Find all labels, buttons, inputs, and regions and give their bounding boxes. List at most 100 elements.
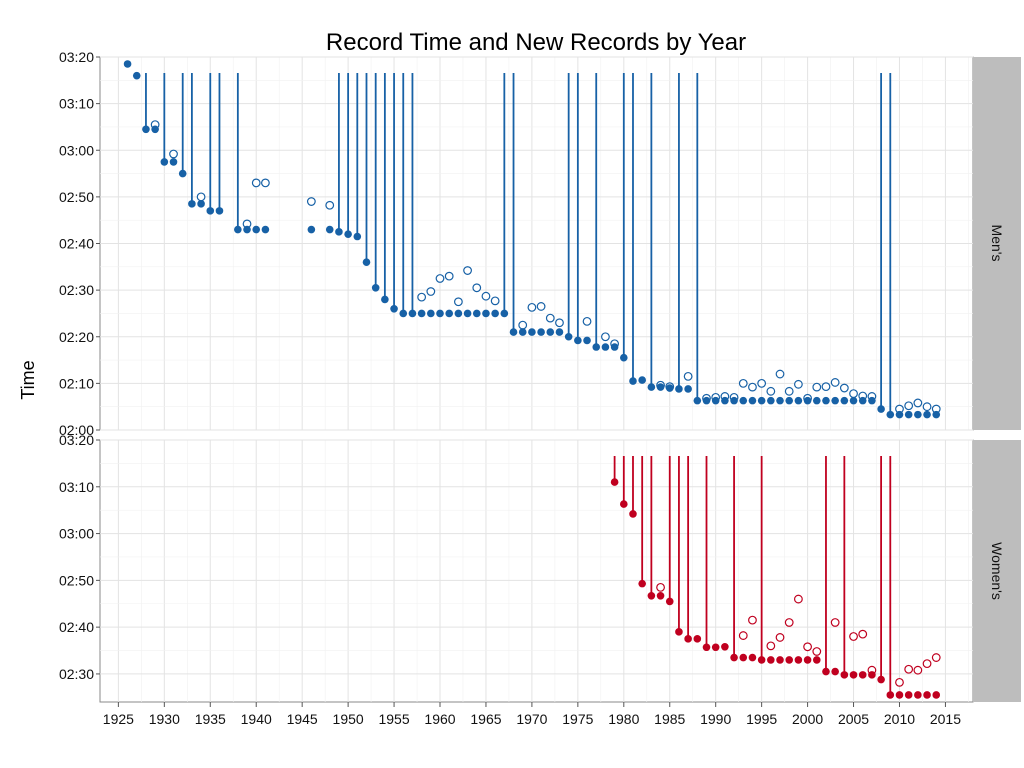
winning-time-point-mens bbox=[922, 402, 932, 412]
winning-time-point-mens bbox=[839, 383, 849, 393]
record-time-point-womens bbox=[730, 653, 738, 662]
x-tick-label: 1970 bbox=[516, 711, 547, 727]
panel-mens-y-ticks: 02:00 02:10 02:20 02:30 02:40 02:50 03:00 03:10… bbox=[59, 49, 100, 438]
winning-time-point-mens bbox=[325, 200, 335, 210]
record-time-point-mens bbox=[215, 207, 224, 215]
winning-time-point-mens bbox=[794, 379, 803, 389]
record-time-point-mens bbox=[344, 230, 352, 238]
record-time-point-mens bbox=[574, 336, 582, 345]
record-time-point-mens bbox=[638, 376, 646, 384]
record-time-point-mens bbox=[721, 396, 729, 405]
record-time-point-mens bbox=[858, 396, 867, 405]
winning-time-point-mens bbox=[527, 302, 537, 312]
x-tick-label: 2010 bbox=[884, 711, 915, 727]
panel-womens-grid bbox=[100, 439, 973, 702]
winning-time-point-womens bbox=[830, 618, 840, 627]
winning-time-point-mens bbox=[738, 378, 748, 388]
x-axis: 1925 1930 1935 1940 1945 1950 1955 1960 1965 1970… bbox=[103, 702, 961, 727]
winning-time-point-mens bbox=[481, 291, 491, 301]
winning-time-point-womens bbox=[922, 659, 932, 669]
record-time-point-womens bbox=[904, 691, 913, 699]
record-time-point-mens bbox=[803, 396, 812, 405]
record-time-point-womens bbox=[665, 597, 674, 606]
record-time-point-mens bbox=[739, 396, 748, 405]
record-time-point-mens bbox=[675, 385, 683, 393]
y-tick-label: 02:40 bbox=[59, 236, 94, 252]
winning-time-point-mens bbox=[426, 287, 436, 296]
record-time-point-mens bbox=[472, 309, 481, 318]
x-tick-label: 1980 bbox=[608, 711, 639, 727]
y-tick-label: 02:50 bbox=[59, 189, 94, 205]
winning-time-point-mens bbox=[555, 318, 564, 328]
record-time-point-womens bbox=[776, 656, 784, 664]
record-time-point-mens bbox=[142, 125, 150, 134]
winning-time-point-mens bbox=[766, 386, 776, 396]
record-time-point-mens bbox=[188, 200, 196, 208]
record-time-point-womens bbox=[794, 656, 803, 664]
y-tick-label: 02:00 bbox=[59, 422, 94, 438]
y-tick-label: 02:50 bbox=[59, 572, 94, 588]
record-time-point-mens bbox=[160, 158, 169, 166]
record-time-point-womens bbox=[656, 591, 665, 600]
record-time-point-mens bbox=[601, 343, 610, 351]
record-time-point-mens bbox=[776, 396, 784, 405]
record-time-point-mens bbox=[684, 385, 692, 393]
record-time-point-mens bbox=[454, 309, 463, 318]
record-time-point-mens bbox=[491, 309, 499, 318]
record-time-point-womens bbox=[721, 642, 729, 651]
record-time-point-mens bbox=[243, 225, 251, 234]
record-time-point-mens bbox=[335, 228, 343, 236]
x-tick-label: 1995 bbox=[746, 711, 777, 727]
winning-time-point-mens bbox=[683, 371, 693, 381]
record-time-point-womens bbox=[757, 656, 766, 664]
winning-time-point-mens bbox=[453, 297, 463, 307]
record-time-point-womens bbox=[886, 691, 895, 699]
record-time-point-mens bbox=[445, 309, 454, 318]
winning-time-point-mens bbox=[775, 369, 785, 379]
chart-title: Record Time and New Records by Year bbox=[326, 29, 746, 56]
x-tick-label: 1950 bbox=[333, 711, 364, 727]
record-time-point-mens bbox=[840, 396, 849, 405]
winning-time-point-womens bbox=[812, 647, 822, 656]
record-time-point-mens bbox=[757, 396, 766, 405]
record-time-point-womens bbox=[629, 510, 637, 518]
panel-womens: 02:30 02:40 02:50 03:00 03:10 03:20 Women's bbox=[59, 432, 1021, 703]
record-time-point-mens bbox=[711, 396, 720, 405]
record-time-point-womens bbox=[822, 667, 830, 676]
record-time-point-mens bbox=[656, 383, 665, 391]
strip-womens-label: Women's bbox=[989, 542, 1005, 600]
panel-mens: 02:00 02:10 02:20 02:30 02:40 02:50 03:00 03:10… bbox=[59, 49, 1021, 438]
record-time-point-mens bbox=[132, 71, 141, 80]
record-time-point-mens bbox=[427, 309, 435, 318]
record-time-point-mens bbox=[399, 309, 408, 318]
y-tick-label: 02:30 bbox=[59, 666, 94, 682]
strip-mens-label: Men's bbox=[989, 225, 1005, 262]
winning-time-point-mens bbox=[784, 386, 794, 396]
winning-time-point-womens bbox=[738, 631, 748, 640]
record-time-point-mens bbox=[537, 328, 545, 336]
record-time-point-mens bbox=[665, 384, 674, 392]
winning-time-point-mens bbox=[196, 192, 206, 202]
winning-time-point-mens bbox=[601, 332, 610, 342]
record-time-point-womens bbox=[849, 671, 858, 679]
record-time-point-mens bbox=[362, 258, 371, 266]
record-time-point-womens bbox=[739, 653, 748, 662]
record-time-point-womens bbox=[840, 671, 849, 679]
winning-time-point-womens bbox=[858, 629, 868, 639]
record-time-point-womens bbox=[868, 671, 876, 679]
record-time-point-mens bbox=[555, 328, 564, 336]
record-time-point-mens bbox=[794, 396, 803, 405]
record-time-point-mens bbox=[417, 309, 426, 318]
winning-time-point-womens bbox=[656, 582, 665, 592]
record-time-point-womens bbox=[702, 643, 711, 652]
winning-time-point-womens bbox=[849, 632, 858, 641]
y-tick-label: 03:00 bbox=[59, 526, 94, 542]
x-tick-label: 1965 bbox=[470, 711, 501, 727]
record-time-point-womens bbox=[858, 671, 867, 679]
record-time-point-mens bbox=[178, 169, 187, 178]
x-tick-label: 1975 bbox=[562, 711, 593, 727]
winning-time-point-mens bbox=[904, 401, 914, 411]
record-time-point-mens bbox=[390, 304, 398, 313]
record-time-point-womens bbox=[914, 691, 922, 699]
